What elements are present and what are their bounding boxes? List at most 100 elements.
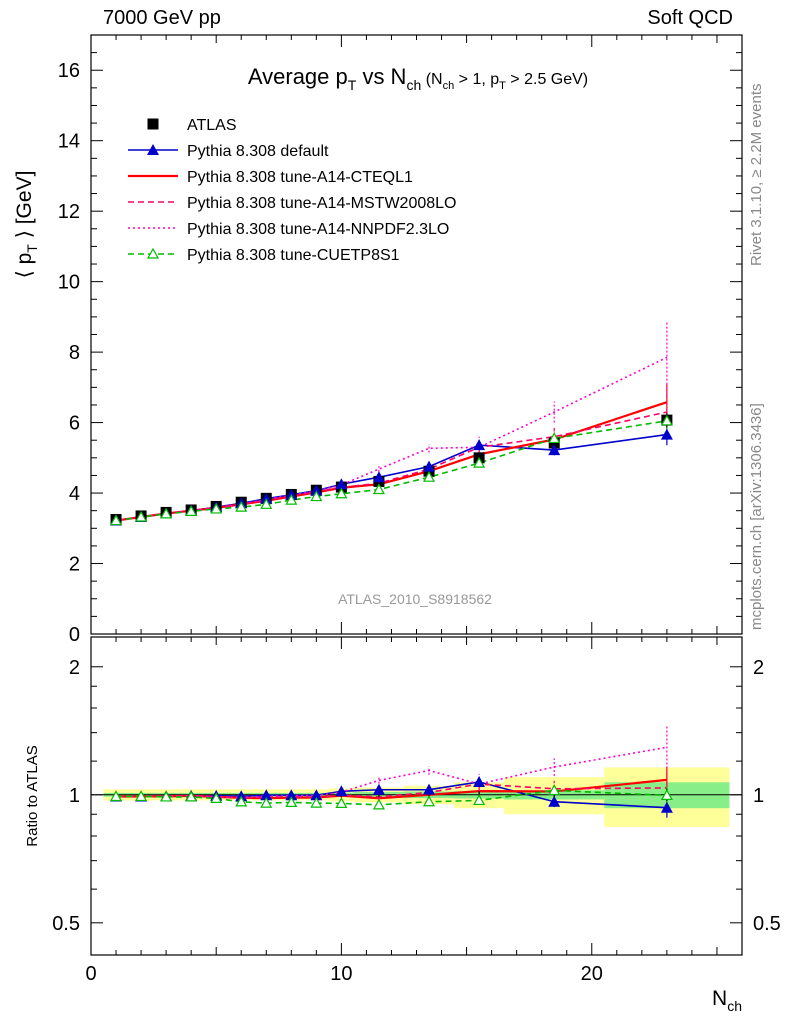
series-marker-1	[310, 484, 323, 496]
x-tick-label: 20	[581, 963, 603, 985]
y-axis-label-close: ⟩ [GeV]	[13, 171, 36, 245]
y-tick-label: 0	[69, 624, 80, 646]
legend-label-1: Pythia 8.308 default	[187, 143, 329, 160]
ratio-marker-1	[310, 789, 323, 801]
ratio-marker-5	[335, 797, 348, 809]
ratio-marker-5	[210, 792, 223, 803]
ratio-marker-5	[310, 796, 323, 808]
ratio-plot-panel: 0 10 20 Nch 0.5 0.5 1 1 2 2 Ratio to ATLAS	[24, 636, 781, 1014]
ratio-y-tick-label-right: 2	[753, 657, 764, 679]
ratio-marker-5	[135, 790, 148, 802]
series-line-1	[115, 433, 667, 522]
ratio-y-tick-label: 2	[69, 657, 80, 679]
series-marker-1	[660, 428, 673, 440]
header-left-label: 7000 GeV pp	[103, 7, 221, 29]
ratio-marker-5	[235, 795, 248, 807]
series-marker-5	[422, 470, 436, 482]
series-marker-5	[372, 483, 385, 495]
series-line-2	[115, 401, 668, 522]
series-marker-5	[110, 514, 123, 526]
ratio-marker-5	[660, 789, 673, 801]
ratio-marker-1	[423, 783, 436, 795]
series-marker-5	[135, 510, 148, 522]
ratio-y-axis-label: Ratio to ATLAS	[24, 745, 41, 846]
ratio-marker-1	[548, 795, 561, 807]
ratio-marker-5	[285, 796, 298, 808]
series-marker-5	[660, 414, 673, 426]
series-marker-1	[335, 478, 348, 490]
series-line-3	[115, 411, 668, 522]
x-axis-label: Nch	[712, 987, 742, 1014]
y-tick-label: 6	[69, 413, 80, 435]
chart-title: Average pT vs Nch (Nch > 1, pT > 2.5 GeV…	[248, 64, 588, 93]
ratio-marker-1	[372, 783, 385, 795]
chart-title-cond-sub1: ch	[443, 80, 455, 92]
x-tick-label: 10	[330, 963, 352, 985]
ratio-y-tick-label: 1	[69, 785, 80, 807]
ratio-marker-5	[548, 784, 561, 796]
ratio-marker-5	[185, 790, 198, 802]
ratio-marker-5	[422, 795, 436, 807]
legend-marker-atlas	[147, 118, 159, 130]
ratio-marker-5	[473, 794, 486, 806]
legend-label-0: ATLAS	[187, 117, 237, 134]
chart-title-mid-sub: ch	[406, 77, 421, 93]
ratio-marker-5	[372, 798, 385, 810]
ratio-axes-frame	[90, 636, 743, 956]
legend-label-5: Pythia 8.308 tune-CUETP8S1	[187, 247, 400, 264]
y-tick-label: 4	[69, 483, 80, 505]
analysis-watermark: ATLAS_2010_S8918562	[338, 591, 492, 607]
y-tick-label: 10	[58, 272, 80, 294]
series-marker-5	[310, 490, 323, 502]
ratio-y-tick-label: 0.5	[52, 913, 80, 935]
series-marker-5	[185, 505, 198, 516]
series-marker-1	[423, 460, 436, 472]
ratio-y-tick-label-right: 0.5	[753, 913, 781, 935]
y-axis-label: ⟨ pT ⟩ [GeV]	[13, 171, 40, 279]
y-tick-label: 14	[58, 131, 80, 153]
chart-title-cond-open: (N	[421, 71, 442, 88]
ratio-marker-1	[473, 775, 486, 787]
chart-title-sub: T	[348, 77, 357, 93]
chart-title-mid: vs N	[356, 64, 406, 89]
legend-label-2: Pythia 8.308 tune-A14-CTEQL1	[187, 169, 413, 186]
series-marker-1	[473, 439, 486, 451]
chart-title-cond-sub2: T	[499, 80, 506, 92]
series-marker-1	[372, 471, 385, 483]
series-line-5	[115, 420, 668, 522]
series-marker-5	[210, 502, 223, 514]
legend-label-3: Pythia 8.308 tune-A14-MSTW2008LO	[187, 195, 456, 212]
ratio-marker-1	[335, 785, 348, 797]
legend-marker-5	[146, 247, 160, 259]
x-axis-label-main: N	[712, 987, 727, 1010]
legend-marker-1	[147, 144, 159, 155]
series-marker-5	[260, 498, 273, 509]
series-line-4	[115, 356, 668, 522]
series-marker-5	[473, 456, 486, 468]
y-axis-label-sub: T	[24, 244, 40, 253]
ratio-marker-1	[285, 789, 298, 801]
series-marker-1	[548, 444, 561, 456]
ratio-marker-5	[160, 790, 173, 802]
ratio-marker-5	[110, 790, 123, 802]
series-marker-5	[335, 487, 348, 499]
chart-title-main: Average p	[248, 64, 348, 89]
ratio-marker-1	[260, 789, 273, 801]
chart-title-cond-close: > 2.5 GeV)	[506, 71, 588, 88]
series-marker-5	[285, 493, 298, 505]
series-marker-5	[548, 432, 561, 444]
y-tick-label: 2	[69, 554, 80, 576]
header-right-label: Soft QCD	[647, 7, 733, 29]
ratio-marker-5	[260, 796, 273, 808]
y-tick-label: 12	[58, 201, 80, 223]
ratio-y-tick-label-right: 1	[753, 785, 764, 807]
y-tick-label: 16	[58, 60, 80, 82]
ratio-marker-1	[660, 801, 673, 813]
legend-label-4: Pythia 8.308 tune-A14-NNPDF2.3LO	[187, 221, 449, 238]
x-tick-label: 0	[85, 963, 96, 985]
series-marker-5	[235, 500, 248, 512]
y-axis-label-open: ⟨ p	[13, 253, 36, 279]
y-tick-label: 8	[69, 342, 80, 364]
